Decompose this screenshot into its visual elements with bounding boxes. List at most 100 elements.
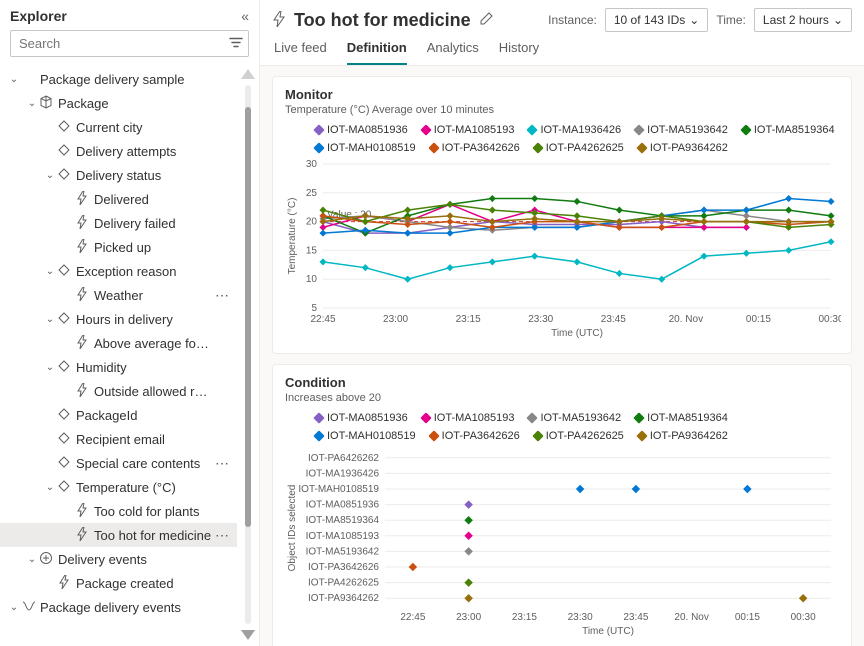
more-icon[interactable]: ⋯ — [213, 455, 231, 472]
cube-icon — [38, 95, 54, 112]
main-header: Too hot for medicine Instance: 10 of 143… — [260, 0, 864, 36]
bolt-icon — [74, 527, 90, 544]
tab-live-feed[interactable]: Live feed — [274, 40, 327, 65]
tree-item[interactable]: ⌄Package delivery events⋯ — [0, 595, 237, 619]
condition-subtitle: Increases above 20 — [285, 392, 839, 404]
legend-label: IOT-MA0851936 — [327, 124, 408, 136]
tree-item[interactable]: Picked up⋯ — [0, 235, 237, 259]
chevron-icon[interactable]: ⌄ — [8, 602, 20, 613]
time-select[interactable]: Last 2 hours ⌄ — [754, 8, 852, 32]
svg-text:IOT-PA4262625: IOT-PA4262625 — [308, 578, 379, 589]
more-icon[interactable]: ⋯ — [213, 287, 231, 304]
chevron-icon[interactable]: ⌄ — [26, 554, 38, 565]
tree-item[interactable]: Recipient email⋯ — [0, 427, 237, 451]
legend-item[interactable]: IOT-PA3642626 — [430, 142, 520, 154]
tree-item[interactable]: Above average for Seattle⋯ — [0, 331, 237, 355]
tab-history[interactable]: History — [499, 40, 539, 65]
tree-item[interactable]: ⌄Package⋯ — [0, 91, 237, 115]
scroll-thumb[interactable] — [245, 107, 251, 527]
legend-item[interactable]: IOT-PA4262625 — [534, 430, 624, 442]
tree-item-label: Delivery attempts — [76, 144, 213, 159]
legend-label: IOT-MA1085193 — [434, 124, 515, 136]
bolt-icon — [74, 383, 90, 400]
more-icon[interactable]: ⋯ — [213, 527, 231, 544]
chevron-icon[interactable]: ⌄ — [44, 266, 56, 277]
legend-item[interactable]: IOT-MA5193642 — [635, 124, 728, 136]
tree-item[interactable]: Package created⋯ — [0, 571, 237, 595]
tree-item[interactable]: PackageId⋯ — [0, 403, 237, 427]
svg-text:IOT-MA0851936: IOT-MA0851936 — [306, 500, 380, 511]
chevron-icon[interactable]: ⌄ — [44, 362, 56, 373]
title-bolt-icon — [272, 11, 286, 30]
legend-item[interactable]: IOT-MAH0108519 — [315, 430, 416, 442]
legend-item[interactable]: IOT-MA0851936 — [315, 124, 408, 136]
tree-item[interactable]: Weather⋯ — [0, 283, 237, 307]
tree-item[interactable]: ⌄Package delivery sample⋯ — [0, 67, 237, 91]
legend-item[interactable]: IOT-MA1085193 — [422, 124, 515, 136]
filter-icon[interactable] — [229, 36, 243, 51]
chevron-icon[interactable]: ⌄ — [26, 98, 38, 109]
tree-item[interactable]: Too hot for medicine⋯ — [0, 523, 237, 547]
monitor-panel: Monitor Temperature (°C) Average over 10… — [272, 76, 852, 354]
legend-item[interactable]: IOT-MA8519364 — [635, 412, 728, 424]
sidebar-title: Explorer — [10, 8, 67, 24]
legend-item[interactable]: IOT-MA8519364 — [742, 124, 835, 136]
legend-item[interactable]: IOT-MA1936426 — [528, 124, 621, 136]
svg-text:00:15: 00:15 — [746, 314, 771, 325]
svg-text:IOT-PA3642626: IOT-PA3642626 — [308, 562, 379, 573]
scroll-track[interactable] — [245, 85, 251, 624]
bolt-icon — [74, 503, 90, 520]
legend-item[interactable]: IOT-PA9364262 — [638, 430, 728, 442]
legend-item[interactable]: IOT-MA5193642 — [528, 412, 621, 424]
tree-item[interactable]: Too cold for plants⋯ — [0, 499, 237, 523]
legend-item[interactable]: IOT-PA4262625 — [534, 142, 624, 154]
chevron-icon[interactable]: ⌄ — [8, 74, 20, 85]
legend-marker-icon — [636, 430, 647, 441]
svg-text:22:45: 22:45 — [310, 314, 335, 325]
tree-item[interactable]: ⌄Hours in delivery⋯ — [0, 307, 237, 331]
tree-item[interactable]: Delivered⋯ — [0, 187, 237, 211]
tree-item[interactable]: Delivery failed⋯ — [0, 211, 237, 235]
collapse-icon[interactable]: « — [241, 8, 249, 24]
svg-text:Time (UTC): Time (UTC) — [582, 626, 634, 636]
legend-marker-icon — [313, 412, 324, 423]
tree-item-label: Humidity — [76, 360, 213, 375]
tab-definition[interactable]: Definition — [347, 40, 407, 65]
scroll-up-icon[interactable] — [241, 69, 255, 79]
tree-item[interactable]: ⌄Delivery status⋯ — [0, 163, 237, 187]
tabs: Live feed Definition Analytics History — [260, 36, 864, 66]
legend-item[interactable]: IOT-MA1085193 — [422, 412, 515, 424]
tree-item[interactable]: ⌄Humidity⋯ — [0, 355, 237, 379]
tree-item[interactable]: ⌄Exception reason⋯ — [0, 259, 237, 283]
tree-item[interactable]: Delivery attempts⋯ — [0, 139, 237, 163]
legend-marker-icon — [428, 142, 439, 153]
svg-text:23:00: 23:00 — [383, 314, 408, 325]
legend-item[interactable]: IOT-MA0851936 — [315, 412, 408, 424]
svg-text:00:15: 00:15 — [735, 612, 760, 623]
tree-item[interactable]: ⌄Temperature (°C)⋯ — [0, 475, 237, 499]
legend-item[interactable]: IOT-PA3642626 — [430, 430, 520, 442]
legend-label: IOT-MA8519364 — [647, 412, 728, 424]
chevron-icon[interactable]: ⌄ — [44, 170, 56, 181]
legend-marker-icon — [420, 124, 431, 135]
instance-select[interactable]: 10 of 143 IDs ⌄ — [605, 8, 708, 32]
legend-label: IOT-MA1936426 — [540, 124, 621, 136]
legend-label: IOT-PA9364262 — [650, 430, 728, 442]
legend-item[interactable]: IOT-MAH0108519 — [315, 142, 416, 154]
tree-item[interactable]: ⌄Delivery events⋯ — [0, 547, 237, 571]
chevron-icon[interactable]: ⌄ — [44, 314, 56, 325]
svg-text:23:45: 23:45 — [623, 612, 648, 623]
legend-marker-icon — [636, 142, 647, 153]
tree-item[interactable]: Current city⋯ — [0, 115, 237, 139]
legend-item[interactable]: IOT-PA9364262 — [638, 142, 728, 154]
chevron-icon[interactable]: ⌄ — [44, 482, 56, 493]
legend-marker-icon — [532, 142, 543, 153]
tab-analytics[interactable]: Analytics — [427, 40, 479, 65]
edit-icon[interactable] — [479, 12, 493, 29]
explorer-tree[interactable]: ⌄Package delivery sample⋯⌄Package⋯Curren… — [0, 63, 237, 646]
tree-item[interactable]: Outside allowed range⋯ — [0, 379, 237, 403]
tree-item[interactable]: Special care contents⋯ — [0, 451, 237, 475]
search-input[interactable] — [10, 30, 249, 57]
svg-text:IOT-MA1085193: IOT-MA1085193 — [306, 531, 380, 542]
scroll-down-icon[interactable] — [241, 630, 255, 640]
